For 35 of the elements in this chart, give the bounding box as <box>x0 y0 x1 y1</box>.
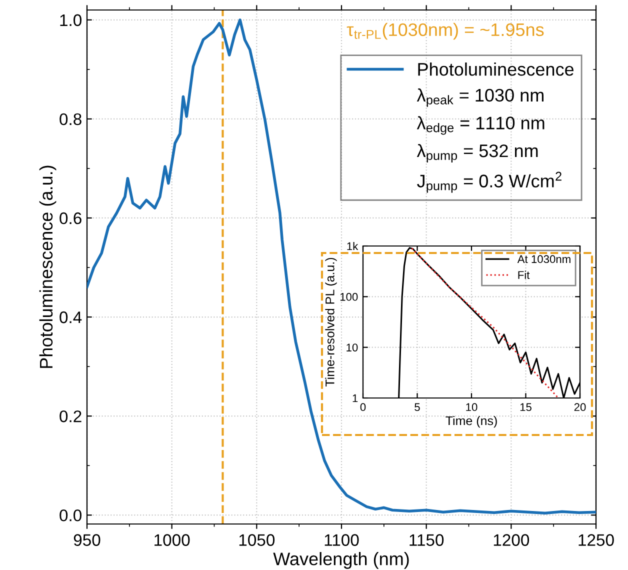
annotation: λ$_{pump}$ = 532 nm <box>416 144 538 163</box>
y-tick-label: 0.6 <box>60 212 82 224</box>
x-axis-title: Time (ns) <box>446 416 497 428</box>
y-tick-label: 0.0 <box>60 509 82 522</box>
y-tick-label: 1 <box>352 394 358 402</box>
annotation: λ$_{edge}$ = 1110 nm <box>416 116 544 135</box>
y-tick-label: 1.0 <box>60 14 82 26</box>
x-axis-title: Wavelength (nm) <box>273 552 409 569</box>
x-tick-label: 1000 <box>154 534 190 546</box>
y-tick-label: 0.8 <box>60 113 82 126</box>
y-tick-label: 10 <box>346 344 358 352</box>
annotation: λ$_{peak}$ = 1030 nm <box>416 88 544 107</box>
x-tick-label: 1150 <box>410 534 444 546</box>
y-tick-label: 1k <box>347 242 358 250</box>
x-tick-label: 1200 <box>494 534 530 546</box>
y-axis-title: Time-resolved PL (a.u.) <box>325 258 337 387</box>
x-tick-label: 0 <box>360 403 366 412</box>
x-tick-label: 1100 <box>324 534 359 546</box>
annotation: τ$_{tr-PL}$(1030nm) = ~1.95ns <box>346 22 544 40</box>
y-axis-title: Photoluminescence (a.u.) <box>39 166 56 368</box>
x-tick-label: 10 <box>466 403 478 412</box>
y-tick-label: 100 <box>340 292 358 301</box>
x-tick-label: 5 <box>414 403 420 412</box>
legend-label: Fit <box>518 270 530 279</box>
x-tick-label: 1250 <box>578 534 614 546</box>
legend-label: Photoluminescence <box>418 62 574 76</box>
line-series <box>87 18 596 514</box>
y-tick-label: 0.4 <box>60 311 82 324</box>
y-tick-label: 0.2 <box>60 410 82 422</box>
x-tick-label: 15 <box>520 403 532 412</box>
x-tick-label: 1050 <box>239 534 275 546</box>
annotation: J$_{pump}$ = 0.3 W/cm$^{2}$ <box>417 172 562 193</box>
legend-label: At 1030nm <box>517 255 570 264</box>
x-tick-label: 950 <box>74 534 100 546</box>
x-tick-label: 20 <box>574 403 586 412</box>
